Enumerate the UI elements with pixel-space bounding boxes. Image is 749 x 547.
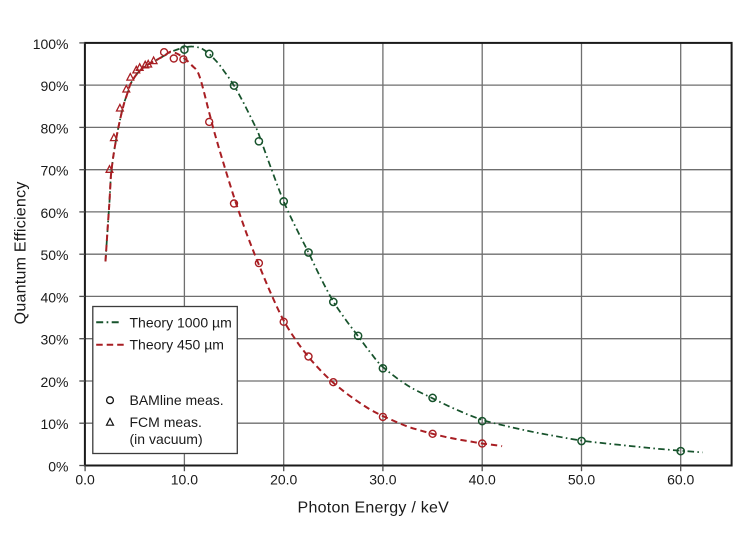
svg-text:50%: 50%: [40, 247, 68, 263]
svg-text:20.0: 20.0: [270, 472, 297, 488]
svg-text:50.0: 50.0: [568, 472, 595, 488]
svg-text:FCM meas.: FCM meas.: [130, 414, 202, 430]
svg-text:Theory 450 µm: Theory 450 µm: [130, 337, 224, 353]
svg-text:Theory 1000 µm: Theory 1000 µm: [130, 314, 232, 330]
svg-text:40%: 40%: [40, 289, 68, 305]
svg-text:40.0: 40.0: [469, 472, 496, 488]
svg-text:60%: 60%: [40, 205, 68, 221]
svg-text:20%: 20%: [40, 374, 68, 390]
svg-text:0%: 0%: [48, 459, 68, 475]
svg-text:Quantum Efficiency: Quantum Efficiency: [13, 181, 30, 324]
svg-text:10%: 10%: [40, 416, 68, 432]
svg-text:80%: 80%: [40, 120, 68, 136]
svg-text:10.0: 10.0: [171, 472, 198, 488]
svg-text:(in vacuum): (in vacuum): [130, 431, 203, 447]
svg-text:70%: 70%: [40, 163, 68, 179]
svg-text:30.0: 30.0: [369, 472, 396, 488]
svg-text:100%: 100%: [33, 36, 69, 52]
svg-text:BAMline meas.: BAMline meas.: [130, 392, 224, 408]
svg-text:30%: 30%: [40, 332, 68, 348]
svg-text:90%: 90%: [40, 78, 68, 94]
svg-text:0.0: 0.0: [75, 472, 95, 488]
svg-text:Photon Energy / keV: Photon Energy / keV: [298, 500, 450, 517]
svg-text:60.0: 60.0: [667, 472, 694, 488]
